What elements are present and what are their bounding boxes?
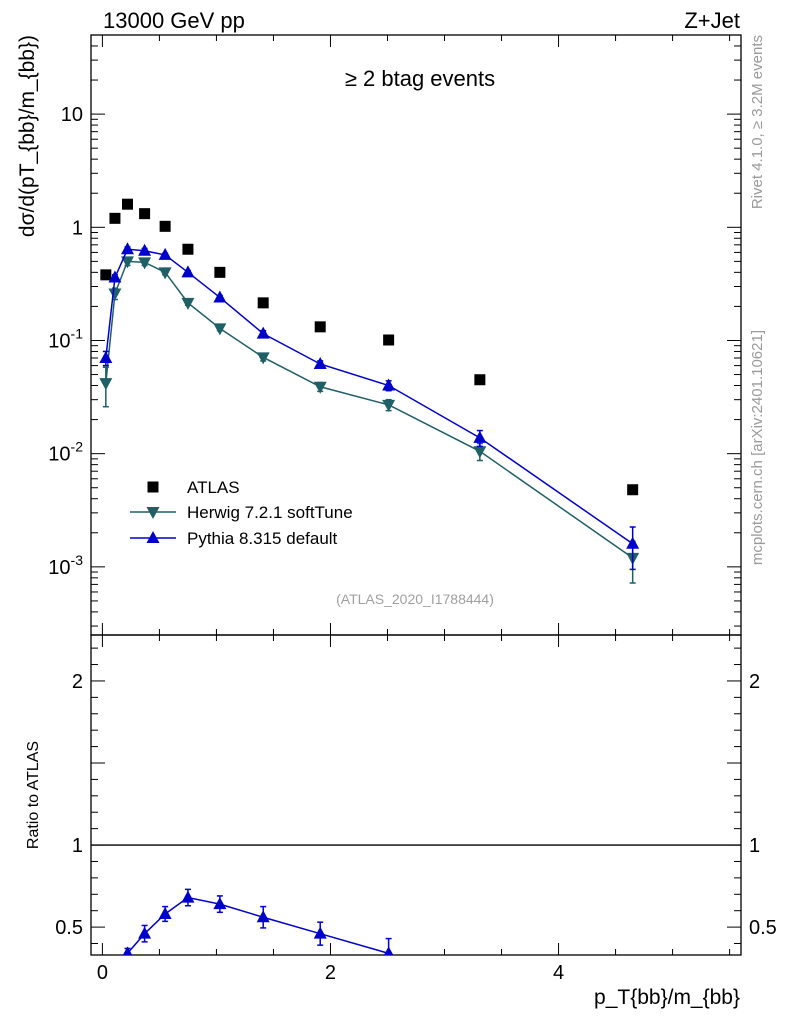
ratio-point (256, 910, 270, 923)
y-tick-label: 10-2 (48, 439, 83, 466)
data-point (474, 374, 486, 386)
data-point (627, 484, 639, 496)
x-tick-label: 0 (97, 962, 108, 984)
rivet-version-label: Rivet 4.1.0, ≥ 3.2M events (749, 35, 766, 209)
ratio-y-tick-label-right: 0.5 (749, 917, 777, 939)
data-point (158, 267, 172, 280)
ratio-point (213, 897, 227, 910)
data-point (109, 212, 121, 224)
ratio-point (383, 946, 394, 955)
chart-title: ≥ 2 btag events (345, 66, 495, 91)
data-point (382, 399, 396, 412)
main-axes: 10-3 10-2 10-1 1 10 (48, 34, 741, 635)
legend-label: Herwig 7.2.1 softTune (187, 503, 353, 522)
ratio-y-tick-label: 2 (72, 671, 83, 693)
legend-item: ATLAS (147, 478, 240, 497)
data-point (121, 198, 133, 210)
data-point (182, 243, 194, 255)
data-point (181, 265, 195, 278)
ratio-point (158, 906, 172, 919)
ratio-axes: 0 2 4 0.5 0.5 1 1 2 2 (55, 635, 777, 984)
ratio-series-pythia (122, 888, 394, 955)
y-tick-label: 10-3 (48, 552, 83, 579)
data-point (138, 243, 152, 256)
series-atlas (100, 198, 639, 496)
data-point (108, 288, 122, 301)
data-point (313, 356, 327, 369)
ratio-point (138, 926, 152, 939)
ratio-plot-frame (90, 634, 742, 956)
ratio-y-tick-label-right: 2 (749, 671, 760, 693)
data-point (139, 208, 151, 220)
ratio-y-tick-label: 1 (72, 835, 83, 857)
series-layer (99, 198, 640, 584)
series-line (105, 248, 634, 545)
series-pythia (99, 242, 640, 571)
data-point (382, 378, 396, 391)
data-point (214, 266, 226, 278)
mcplots-label: mcplots.cern.ch [arXiv:2401.10621] (749, 330, 766, 565)
data-point (181, 297, 195, 310)
data-point (256, 352, 270, 365)
data-point (108, 270, 122, 283)
legend-item: Herwig 7.2.1 softTune (130, 503, 353, 522)
x-tick-label: 2 (325, 962, 336, 984)
y-tick-label: 10 (61, 104, 83, 126)
data-point (120, 242, 134, 255)
data-point (138, 257, 152, 270)
data-point (100, 269, 112, 281)
data-point (256, 326, 270, 339)
legend-marker (147, 481, 159, 493)
ratio-point (181, 890, 195, 903)
data-point (473, 446, 487, 459)
ratio-layer (122, 888, 394, 955)
ratio-y-axis-label: Ratio to ATLAS (25, 741, 42, 849)
x-tick-label: 4 (553, 962, 564, 984)
data-point (313, 381, 327, 394)
series-line (105, 260, 634, 559)
data-point (99, 351, 113, 364)
legend-marker (146, 507, 160, 519)
data-point (314, 321, 326, 333)
y-axis-label: dσ/d(pT_{bb}/m_{bb}) (16, 35, 39, 237)
data-point (473, 430, 487, 443)
ratio-point (313, 926, 327, 939)
data-point (158, 247, 172, 260)
y-tick-label: 10-1 (48, 325, 83, 352)
legend-marker (146, 531, 160, 543)
y-tick-label: 1 (72, 217, 83, 239)
data-point (626, 536, 640, 549)
legend-label: ATLAS (187, 478, 240, 497)
x-axis-label: p_T{bb}/m_{bb} (594, 986, 740, 1009)
ratio-line (126, 896, 389, 955)
energy-label: 13000 GeV pp (103, 8, 245, 33)
data-point (257, 297, 269, 309)
series-herwig (99, 256, 640, 584)
data-point (159, 220, 171, 232)
legend: ATLAS Herwig 7.2.1 softTune Pythia 8.315 d… (130, 478, 353, 548)
data-point (99, 378, 113, 391)
data-point (383, 334, 395, 346)
process-label: Z+Jet (684, 8, 740, 33)
ratio-y-tick-label-right: 1 (749, 835, 760, 857)
legend-item: Pythia 8.315 default (130, 529, 338, 548)
ratio-y-tick-label: 0.5 (55, 917, 83, 939)
data-point (213, 290, 227, 303)
ratio-point (122, 946, 133, 955)
data-point (213, 323, 227, 336)
analysis-id-label: (ATLAS_2020_I1788444) (336, 591, 494, 607)
data-point (120, 256, 134, 269)
legend-label: Pythia 8.315 default (187, 529, 338, 548)
